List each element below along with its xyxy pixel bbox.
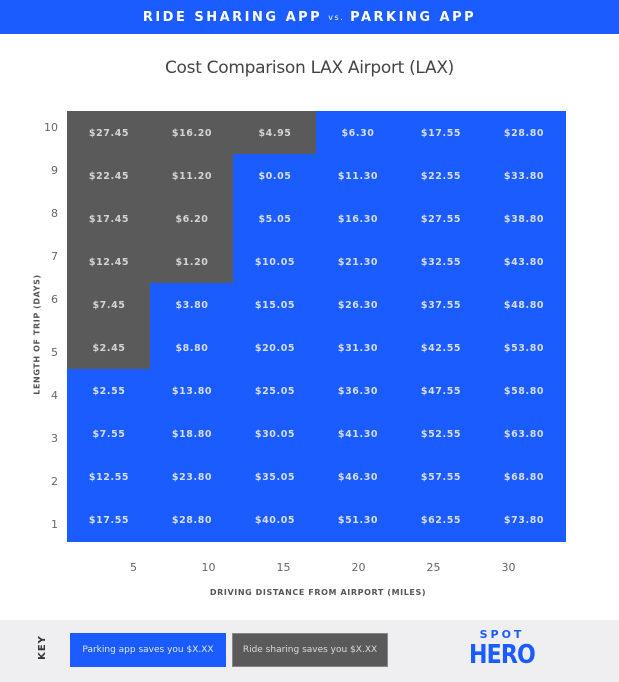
heatmap-cell: $36.30 [316,369,400,413]
heatmap-cell: $26.30 [316,283,400,327]
heatmap-cell: $37.55 [399,283,483,327]
heatmap-cell: $46.30 [316,455,400,499]
banner-vs-text: vs. [328,12,345,22]
banner-right-text: PARKING APP [350,9,477,25]
heatmap-cell: $63.80 [482,412,566,456]
heatmap-cell: $0.05 [233,154,317,198]
heatmap-cell: $2.55 [67,369,151,413]
y-tick-label: 7 [51,249,58,263]
heatmap-cell: $13.80 [150,369,234,413]
y-tick-label: 6 [51,292,58,306]
x-tick-label: 15 [276,561,291,574]
logo-spot-text: SPOT [479,628,525,641]
heatmap-cell: $42.55 [399,326,483,370]
x-tick-label: 10 [201,561,216,574]
heatmap-cell: $22.45 [67,154,151,198]
x-tick-label: 5 [130,561,137,574]
heatmap-cell: $43.80 [482,240,566,284]
heatmap-cell: $7.45 [67,283,151,327]
heatmap-cell: $62.55 [399,498,483,542]
heatmap-cell: $30.05 [233,412,317,456]
heatmap-cell: $8.80 [150,326,234,370]
heatmap-cell: $28.80 [150,498,234,542]
heatmap-cell: $53.80 [482,326,566,370]
x-tick-label: 30 [501,561,516,574]
heatmap-cell: $47.55 [399,369,483,413]
heatmap-cell: $41.30 [316,412,400,456]
heatmap-cell: $28.80 [482,111,566,155]
heatmap-cell: $31.30 [316,326,400,370]
heatmap-cell: $52.55 [399,412,483,456]
heatmap-cell: $27.55 [399,197,483,241]
y-axis-label: LENGTH OF TRIP (DAYS) [32,274,42,395]
heatmap-cell: $10.05 [233,240,317,284]
heatmap-cell: $25.05 [233,369,317,413]
heatmap-cell: $11.20 [150,154,234,198]
y-tick-label: 5 [51,345,58,359]
heatmap-cell: $51.30 [316,498,400,542]
heatmap-cell: $17.55 [399,111,483,155]
y-tick-label: 2 [51,474,58,488]
banner-left-text: RIDE SHARING APP [142,9,323,25]
heatmap-cell: $22.55 [399,154,483,198]
header-banner: RIDE SHARING APP vs. PARKING APP [0,0,619,34]
heatmap-cell: $2.45 [67,326,151,370]
heatmap-cell: $20.05 [233,326,317,370]
y-tick-label: 3 [51,431,58,445]
heatmap-cell: $1.20 [150,240,234,284]
heatmap-cell: $16.30 [316,197,400,241]
heatmap-cell: $40.05 [233,498,317,542]
heatmap-cell: $6.30 [316,111,400,155]
x-axis-label: DRIVING DISTANCE FROM AIRPORT (MILES) [209,588,427,597]
legend-ride-saves: Ride sharing saves you $X.XX [232,633,388,667]
spothero-logo: SPOT HERO [462,628,542,669]
heatmap-cell: $33.80 [482,154,566,198]
heatmap-cell: $5.05 [233,197,317,241]
heatmap-grid: $27.45 $16.20 $4.95 $6.30 $17.55 $28.80 $22.45… [67,111,566,542]
heatmap-cell: $18.80 [150,412,234,456]
y-tick-label: 4 [51,388,58,402]
heatmap-cell: $17.45 [67,197,151,241]
heatmap-cell: $48.80 [482,283,566,327]
y-tick-label: 9 [51,163,58,177]
heatmap-cell: $12.55 [67,455,151,499]
chart-title: Cost Comparison LAX Airport (LAX) [164,58,455,78]
heatmap-cell: $58.80 [482,369,566,413]
heatmap-cell: $7.55 [67,412,151,456]
heatmap-cell: $73.80 [482,498,566,542]
heatmap-cell: $57.55 [399,455,483,499]
y-tick-label: 8 [51,206,58,220]
heatmap-cell: $68.80 [482,455,566,499]
x-tick-label: 25 [426,561,441,574]
heatmap-cell: $12.45 [67,240,151,284]
heatmap-cell: $3.80 [150,283,234,327]
x-tick-label: 20 [351,561,366,574]
heatmap-cell: $4.95 [233,111,317,155]
key-label: KEY [36,635,48,660]
heatmap-cell: $17.55 [67,498,151,542]
heatmap-cell: $21.30 [316,240,400,284]
logo-hero-text: HERO [468,640,536,670]
heatmap-cell: $27.45 [67,111,151,155]
y-tick-label: 1 [51,517,58,531]
heatmap-cell: $6.20 [150,197,234,241]
heatmap-cell: $15.05 [233,283,317,327]
legend-footer: KEY Parking app saves you $X.XX Ride sha… [0,620,619,682]
y-tick-label: 10 [44,120,58,134]
heatmap-cell: $23.80 [150,455,234,499]
heatmap-cell: $11.30 [316,154,400,198]
heatmap-cell: $35.05 [233,455,317,499]
heatmap-cell: $38.80 [482,197,566,241]
heatmap-cell: $32.55 [399,240,483,284]
heatmap-cell: $16.20 [150,111,234,155]
legend-parking-saves: Parking app saves you $X.XX [70,633,226,667]
